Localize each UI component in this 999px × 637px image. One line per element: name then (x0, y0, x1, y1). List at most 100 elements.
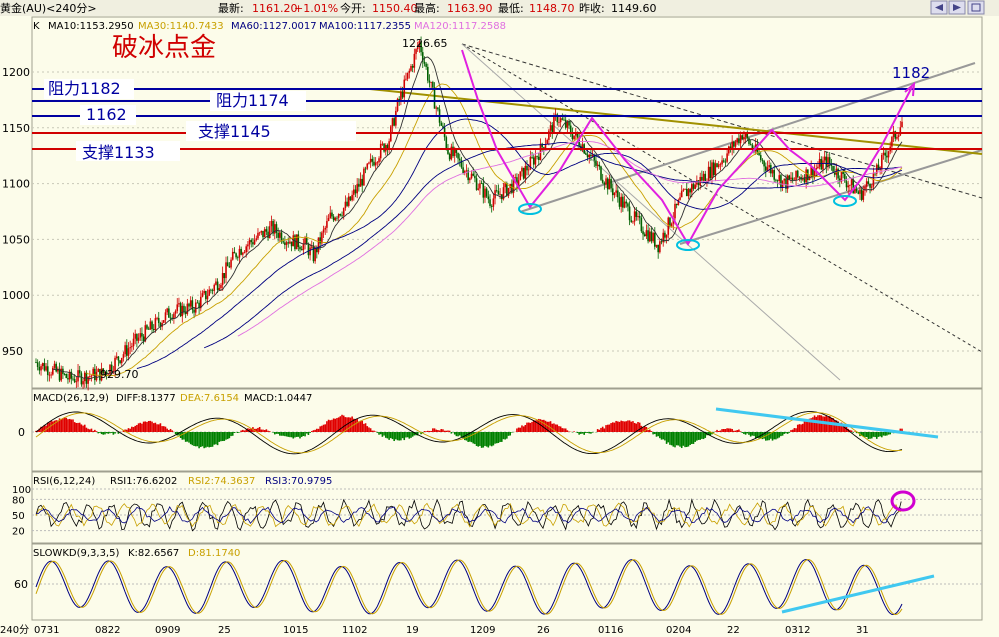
candle-body (216, 281, 219, 290)
candle-body (667, 217, 670, 235)
candle-body (734, 142, 737, 147)
candle-body (203, 290, 205, 294)
quote-row: 最新: 1161.20 +1.01% 今开: 1150.40 最高: 1163.… (218, 1, 657, 15)
candle-body (463, 171, 466, 174)
candle-body (527, 169, 530, 171)
x-tick-label: 1015 (283, 625, 308, 636)
candle-body (697, 180, 700, 186)
candle-body (603, 182, 606, 185)
macd-zero-tick: 0 (18, 426, 25, 439)
candle-body (783, 178, 786, 181)
candle-body (447, 148, 449, 154)
candle-body (421, 52, 424, 62)
candle-body (659, 241, 661, 253)
zoom-icon[interactable] (967, 0, 985, 15)
candle-body (38, 366, 41, 371)
candle-body (273, 224, 276, 234)
candle-body (351, 194, 353, 201)
candle-body (467, 170, 469, 181)
candle-body (785, 178, 787, 189)
candle-body (823, 156, 826, 161)
candle-body (569, 125, 572, 134)
candle-body (176, 304, 179, 311)
candle-body (608, 179, 611, 190)
candle-body (514, 177, 517, 179)
candle-body (247, 244, 249, 247)
candle-body (210, 289, 212, 291)
ma-line-30 (86, 83, 903, 377)
candle-body (120, 357, 123, 364)
macd-lines (35, 411, 903, 455)
candle-body (780, 175, 782, 188)
candle-body (477, 188, 480, 190)
candle-body (373, 161, 375, 166)
candle-body (692, 184, 695, 189)
candle-body (726, 153, 728, 162)
header-bar (0, 0, 999, 16)
candle-body (744, 133, 747, 137)
candle-body (445, 137, 448, 149)
candle-body (497, 191, 500, 195)
y-tick-label: 1200 (2, 66, 30, 79)
candle-body (139, 333, 142, 338)
candle-body (196, 302, 199, 304)
candle-body (408, 70, 411, 73)
candle-body (805, 169, 807, 183)
candle-body (314, 247, 316, 262)
candle-body (571, 133, 574, 140)
x-tick-label: 31 (856, 625, 869, 636)
candle-body (674, 203, 676, 219)
candle-body (450, 146, 453, 160)
rsi-tick-label: 20 (12, 527, 25, 538)
candle-body (558, 122, 560, 124)
candle-body (141, 333, 143, 337)
candle-body (838, 178, 841, 182)
candle-body (611, 188, 614, 196)
candle-body (136, 333, 138, 341)
candle-body (833, 171, 836, 175)
candle-body (847, 185, 849, 188)
candle-body (872, 173, 875, 187)
candle-body (682, 189, 685, 191)
x-tick-label: 0116 (598, 625, 623, 636)
candle-body (83, 372, 86, 382)
candle-body (803, 178, 806, 183)
rsi-panel (31, 471, 983, 544)
candle-body (289, 241, 291, 244)
candle-body (691, 184, 693, 193)
candle-body (70, 371, 73, 379)
candle-body (354, 189, 357, 194)
candle-body (166, 308, 168, 313)
candle-body (115, 356, 118, 358)
candle-body (440, 122, 443, 126)
candle-body (191, 300, 194, 310)
candle-body (492, 198, 495, 207)
candle-body (702, 173, 705, 181)
y-tick-label: 1000 (2, 289, 30, 302)
level-labels: 阻力1182 阻力1174 1162 支撑1145 支撑1133 (44, 79, 356, 162)
candle-body (285, 242, 288, 245)
candle-body (337, 214, 340, 218)
candle-body (867, 181, 870, 184)
candle-body (529, 156, 532, 170)
candle-body (378, 158, 380, 163)
candle-body (317, 237, 320, 253)
nav-buttons[interactable] (930, 0, 985, 15)
candle-body (104, 371, 106, 374)
candle-body (144, 325, 147, 342)
candle-body (186, 303, 189, 314)
candle-body (655, 244, 658, 247)
x-tick-label: 0822 (95, 625, 120, 636)
candle-body (894, 131, 897, 139)
candle-body (548, 130, 550, 140)
candle-body (598, 164, 601, 167)
candle-body (67, 378, 69, 380)
candle-body (272, 220, 274, 234)
candle-body (231, 251, 234, 260)
candle-body (131, 346, 133, 348)
candle-body (694, 184, 696, 189)
candle-body (262, 230, 264, 238)
candle-body (406, 72, 409, 79)
open-label: 今开: (340, 1, 366, 15)
ma-legend-item: MA10:1153.2950 (48, 21, 134, 32)
